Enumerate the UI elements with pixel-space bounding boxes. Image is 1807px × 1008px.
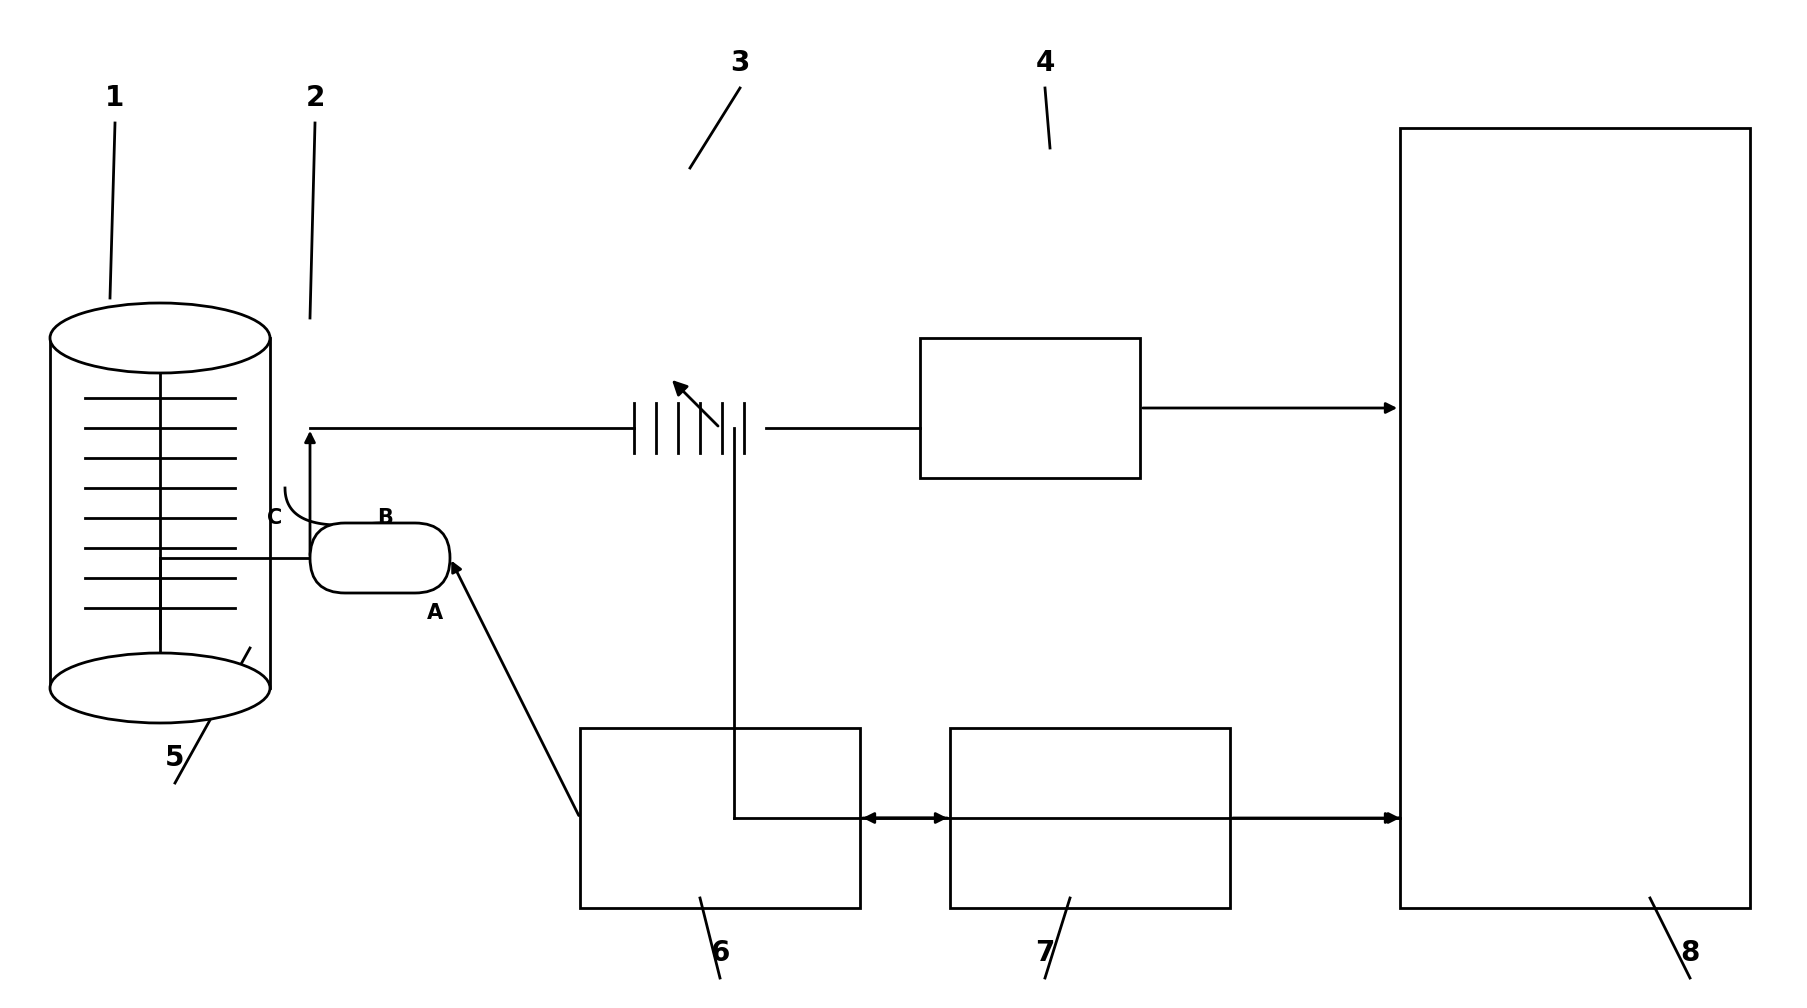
- Ellipse shape: [51, 653, 269, 723]
- Text: 1: 1: [105, 84, 125, 112]
- Text: 4: 4: [1035, 49, 1053, 77]
- Text: 5: 5: [164, 744, 184, 772]
- Text: 7: 7: [1035, 939, 1053, 967]
- Text: 8: 8: [1679, 939, 1699, 967]
- Bar: [949, 728, 1229, 908]
- Text: A: A: [426, 603, 443, 623]
- FancyBboxPatch shape: [309, 523, 450, 593]
- Text: 3: 3: [730, 49, 750, 77]
- Bar: [580, 728, 860, 908]
- Text: 2: 2: [305, 84, 325, 112]
- Text: C: C: [267, 508, 282, 528]
- Ellipse shape: [51, 303, 269, 373]
- Bar: [1399, 128, 1749, 908]
- Text: 6: 6: [710, 939, 730, 967]
- Text: B: B: [378, 508, 392, 528]
- Bar: [920, 338, 1140, 478]
